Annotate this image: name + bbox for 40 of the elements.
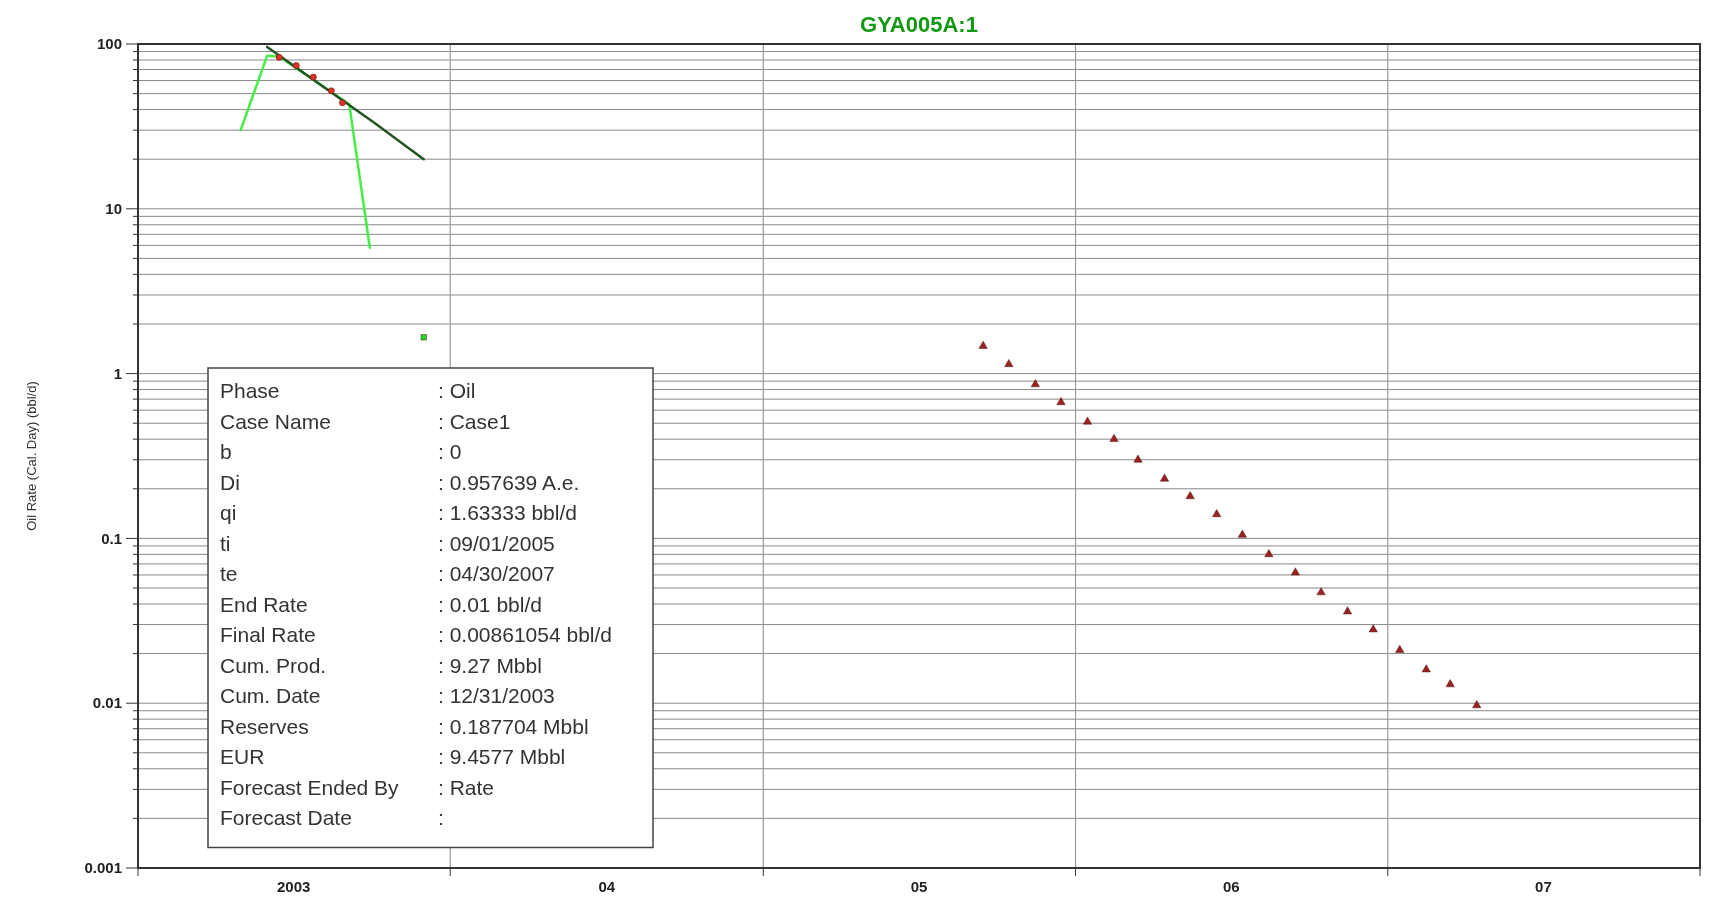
point <box>1472 700 1482 709</box>
y-axis-title: Oil Rate (Cal. Day) (bbl/d) <box>24 381 39 531</box>
point <box>1368 624 1378 633</box>
point <box>1421 664 1431 673</box>
point <box>1160 473 1169 482</box>
x-tick-label: 04 <box>598 878 616 895</box>
point <box>1109 434 1119 442</box>
point <box>1133 454 1143 463</box>
y-tick-label: 10 <box>105 200 122 218</box>
point <box>275 54 283 61</box>
point <box>1316 587 1326 596</box>
x-tick-label: 05 <box>910 878 928 895</box>
y-tick-label: 100 <box>96 35 122 53</box>
point <box>310 73 317 81</box>
point <box>1343 606 1352 615</box>
point <box>1185 491 1195 499</box>
y-tick-label: 0.01 <box>92 694 122 712</box>
y-tick-label: 0.1 <box>101 529 122 547</box>
point <box>1237 529 1247 538</box>
parameter-box: Phase : Oil Case Name : Case1 b : 0 Di : 0.957639 A.e. qi : 1.63333 bbl/d ti : 09/01/2005 te : 04/30/2007 End Rate : 0.01 bbl/d Final Rate : 0.00861054 bbl/d Cum. Prod. : 9.27 Mbbl Cum. Date : 12/31/2003 Reserves : 0.187704 Mbbl EUR : 9.4577 Mbbl Forecast Ended By : Rate Forecast Date : <box>207 367 654 849</box>
point <box>978 340 988 349</box>
point <box>1264 549 1274 558</box>
y-tick-label: 0.001 <box>84 859 122 877</box>
point <box>1290 567 1300 576</box>
point <box>420 334 427 341</box>
point <box>1030 379 1040 388</box>
x-tick-label: 2003 <box>277 878 311 895</box>
point <box>1445 679 1455 688</box>
point <box>1212 509 1222 517</box>
x-tick-label: 07 <box>1535 878 1552 895</box>
point <box>1004 359 1014 367</box>
y-tick-label: 1 <box>113 364 122 382</box>
chart-title: GYA005A:1 <box>860 12 978 37</box>
point <box>292 62 300 69</box>
point <box>1083 416 1092 425</box>
point <box>339 99 346 107</box>
point <box>1056 397 1066 405</box>
x-tick-label: 06 <box>1222 878 1240 895</box>
point <box>327 87 335 95</box>
point <box>1395 645 1405 653</box>
